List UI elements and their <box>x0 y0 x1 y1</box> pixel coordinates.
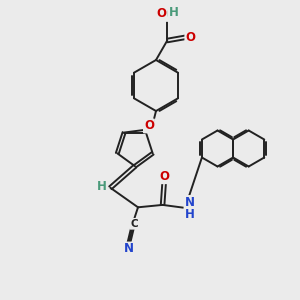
Text: H: H <box>185 208 194 221</box>
Text: N: N <box>184 196 195 209</box>
Text: H: H <box>97 180 106 193</box>
Text: O: O <box>160 170 170 183</box>
Text: O: O <box>144 119 154 133</box>
Text: N: N <box>123 242 134 256</box>
Text: O: O <box>157 7 167 20</box>
Text: H: H <box>169 6 179 19</box>
Text: O: O <box>185 31 195 44</box>
Text: C: C <box>130 219 138 229</box>
Text: OH: OH <box>159 8 179 21</box>
